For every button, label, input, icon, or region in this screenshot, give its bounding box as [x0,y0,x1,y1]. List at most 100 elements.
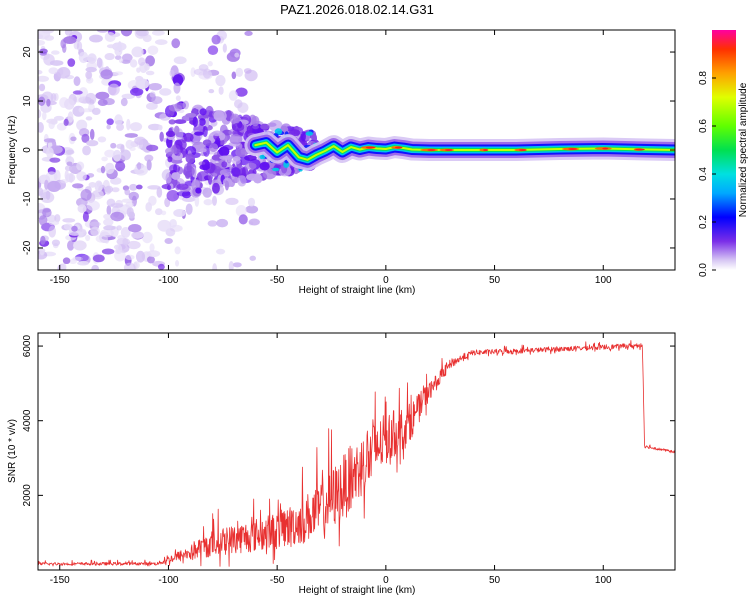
heatmap-blob [76,161,85,171]
heatmap-blob [202,139,212,146]
heatmap-blob [44,35,55,41]
spectrogram-xtick-label: 100 [595,275,612,286]
heatmap-blob [112,149,122,162]
heatmap-blob [151,96,163,105]
heatmap-blob [215,248,226,255]
heatmap-blob [94,180,103,193]
heatmap-blob [78,51,89,64]
heatmap-blob [86,139,99,147]
heatmap-blob [244,30,253,36]
heatmap-blob [394,146,403,149]
heatmap-blob [194,195,200,207]
heatmap-blob [135,30,149,37]
heatmap-blob [182,100,190,110]
colorbar-tick-label: 0.4 [698,167,709,181]
heatmap-blob [110,142,117,149]
heatmap-blob [111,187,120,193]
heatmap-blob [101,156,108,162]
heatmap-blob [110,203,124,208]
heatmap-blob [483,149,489,151]
heatmap-blob [110,211,125,222]
heatmap-blob [602,147,609,150]
heatmap-blob [260,123,270,130]
heatmap-blob [107,83,120,96]
heatmap-blob [118,58,124,64]
heatmap-blob [104,162,115,175]
heatmap-blob [121,93,135,99]
heatmap-blob [232,262,242,268]
heatmap-blob [231,71,237,80]
heatmap-blob [114,249,126,262]
heatmap-blob [186,161,192,173]
heatmap-blob [166,189,180,202]
heatmap-blob [166,185,172,191]
snr-xtick-label: 0 [383,575,389,586]
heatmap-blob [209,143,219,152]
heatmap-blob [173,125,180,135]
heatmap-blob [176,148,181,157]
heatmap-blob [198,118,206,126]
heatmap-blob [56,66,71,79]
heatmap-blob [92,254,105,263]
heatmap-blob [97,136,107,143]
heatmap-blob [267,122,277,127]
heatmap-blob [68,230,82,236]
spectrogram-xtick-label: -100 [158,275,178,286]
heatmap-blob [146,256,155,264]
heatmap-blob [274,128,283,135]
colorbar-label: Normalized spectral amplitude [738,82,749,217]
heatmap-blob [176,183,189,190]
heatmap-blob [155,208,163,216]
heatmap-blob [518,149,527,151]
heatmap-blob [129,122,143,132]
heatmap-blob [146,144,159,152]
heatmap-blob [147,45,159,55]
heatmap-blob [169,69,175,77]
heatmap-blob [219,169,233,177]
heatmap-blob [173,56,187,65]
heatmap-blob [90,226,100,237]
heatmap-blob [173,82,181,94]
heatmap-blob [164,237,173,245]
heatmap-blob [208,88,215,94]
heatmap-blob [151,30,165,36]
heatmap-blob [65,149,75,155]
heatmap-blob [243,68,252,74]
heatmap-blob [159,131,164,142]
heatmap-blob [95,91,110,100]
heatmap-blob [568,148,577,150]
heatmap-blob [112,42,127,51]
heatmap-blob [156,186,163,198]
spectrogram-ytick-label: 10 [22,95,33,107]
heatmap-blob [89,221,101,227]
heatmap-blob [76,171,87,182]
heatmap-blob [211,130,223,137]
heatmap-blob [59,97,69,109]
snr-xlabel: Height of straight line (km) [299,585,416,596]
heatmap-blob [218,146,230,157]
heatmap-blob [64,30,73,36]
heatmap-blob [43,53,55,66]
heatmap-blob [154,39,168,46]
heatmap-blob [199,148,207,153]
snr-xtick-label: -150 [50,575,70,586]
heatmap-blob [635,148,645,151]
spectrogram-xtick-label: 0 [383,275,389,286]
heatmap-blob [219,139,225,146]
heatmap-blob [50,92,57,102]
heatmap-blob [123,262,136,270]
heatmap-blob [106,44,116,49]
heatmap-blob [159,88,172,96]
heatmap-blob [144,154,154,162]
heatmap-blob [38,109,42,119]
heatmap-blob [81,133,90,143]
heatmap-blob [427,149,436,151]
heatmap-blob [67,111,74,123]
heatmap-blob [158,124,163,131]
heatmap-blob [73,76,81,87]
snr-xtick-label: -100 [158,575,178,586]
heatmap-blob [66,161,73,166]
heatmap-blob [126,206,134,218]
heatmap-blob [157,219,172,232]
heatmap-blob [126,118,131,131]
